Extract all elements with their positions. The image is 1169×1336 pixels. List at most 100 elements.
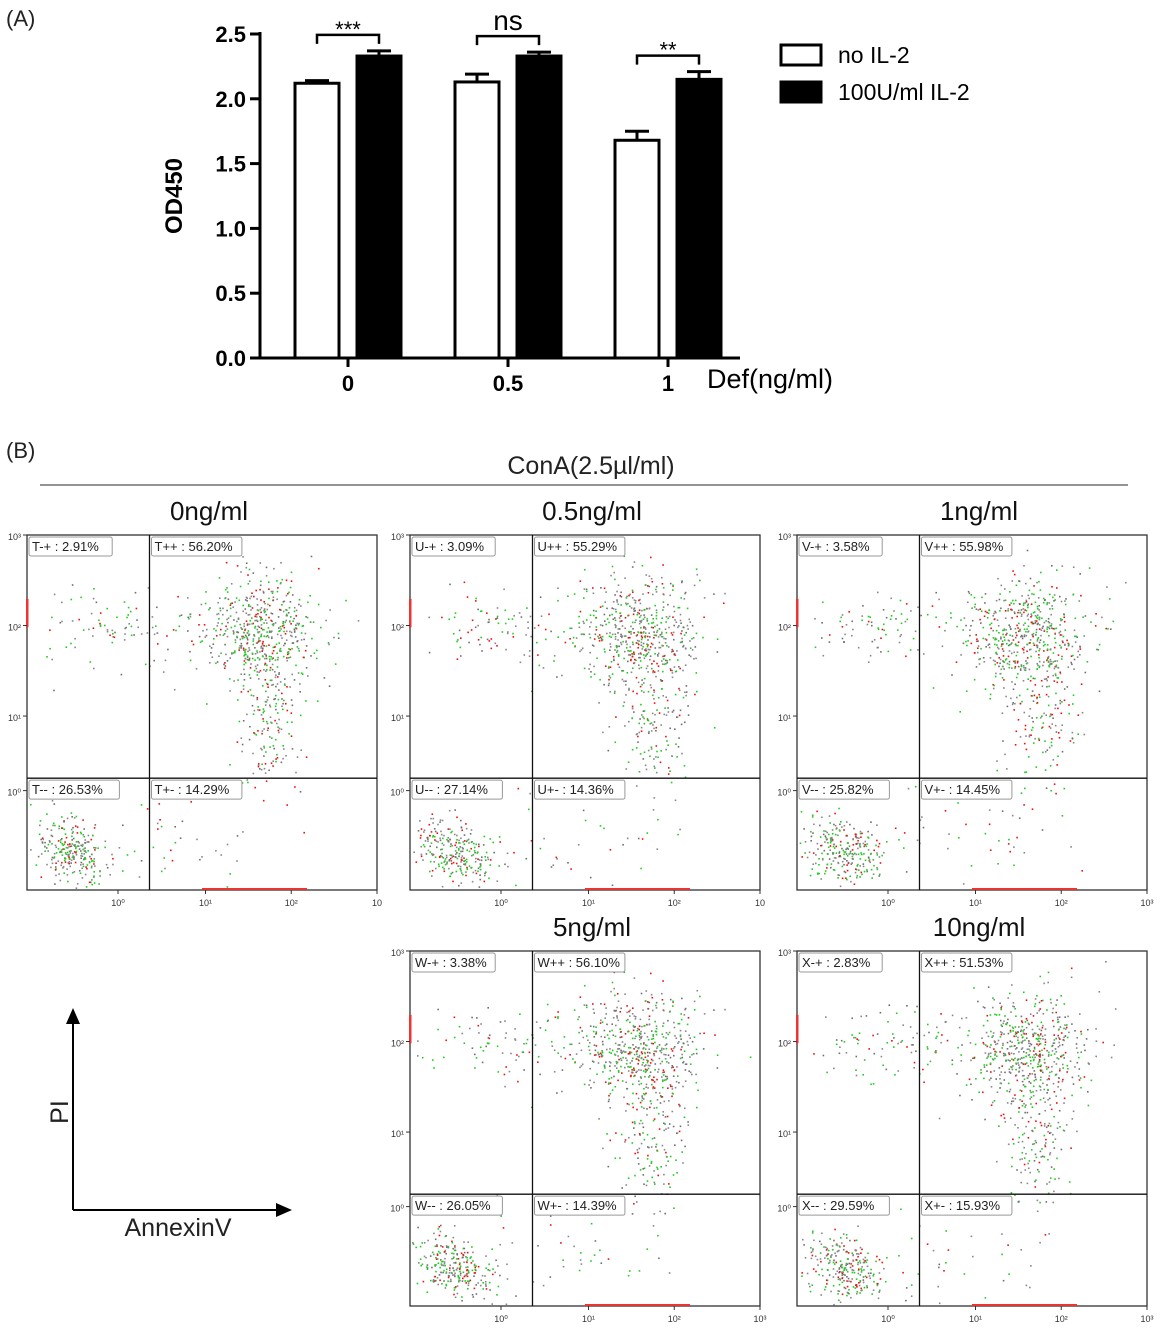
event-dot [835,828,838,830]
event-dot [480,864,482,867]
event-dot [1021,1047,1024,1049]
event-dot [240,691,243,693]
event-dot [960,619,962,621]
event-dot [1034,601,1037,604]
event-dot [1011,580,1014,582]
event-dot [975,608,978,610]
event-dot [67,880,69,883]
event-dot [453,1225,456,1227]
event-dot [1046,602,1049,604]
event-dot [87,850,89,852]
event-dot [277,676,279,678]
event-dot [668,1031,671,1034]
event-dot [1056,1057,1058,1059]
event-dot [1036,646,1039,649]
event-dot [984,1044,987,1046]
event-dot [39,824,41,827]
event-dot [877,627,879,629]
event-dot [482,844,485,846]
event-dot [239,623,241,626]
event-dot [675,621,678,623]
event-dot [1002,633,1004,636]
event-dot [648,1165,651,1167]
event-dot [1038,628,1041,630]
event-dot [1053,1039,1056,1041]
y-tick-label: 10¹ [391,1129,404,1139]
event-dot [662,695,664,697]
event-dot [1038,693,1040,696]
event-dot [263,611,266,614]
event-dot [658,1092,661,1094]
event-dot [218,577,221,579]
event-dot [254,627,256,629]
event-dot [679,667,681,670]
flow-header: ConA(2.5µl/ml) [507,452,674,480]
event-dot [632,653,634,655]
event-dot [620,643,623,646]
event-dot [669,770,671,772]
event-dot [1023,651,1025,654]
event-dot [638,1083,641,1086]
quadrant-ul-label: W-+ : 3.38% [415,955,487,970]
event-dot [481,1061,484,1064]
event-dot [1041,829,1044,831]
event-dot [248,604,250,606]
event-dot [262,640,264,643]
event-dot [695,568,698,570]
event-dot [641,1097,644,1099]
event-dot [594,1240,597,1242]
event-dot [442,866,444,869]
event-dot [678,1081,680,1084]
event-dot [62,848,64,850]
event-dot [1006,642,1008,645]
event-dot [629,1021,631,1024]
event-dot [1012,599,1014,602]
event-dot [634,600,637,602]
event-dot [628,594,630,597]
event-dot [475,1265,477,1267]
event-dot [614,1042,617,1045]
event-dot [590,621,592,624]
event-dot [1070,661,1072,664]
event-dot [1059,702,1062,705]
event-dot [287,651,290,653]
event-dot [70,862,72,864]
event-dot [1029,639,1032,641]
event-dot [282,610,285,613]
event-dot [305,756,308,758]
event-dot [49,841,51,843]
event-dot [434,1238,437,1241]
event-dot [682,1061,684,1064]
event-dot [653,1170,655,1172]
event-dot [467,1241,469,1243]
event-dot [662,670,664,673]
event-dot [844,851,847,853]
event-dot [1011,814,1014,817]
event-dot [685,685,688,687]
event-dot [661,655,664,658]
event-dot [83,828,85,830]
event-dot [422,844,425,846]
event-dot [653,1181,656,1184]
event-dot [91,865,93,868]
event-dot [94,865,96,867]
event-dot [220,652,222,655]
event-dot [457,1274,459,1277]
event-dot [287,652,290,655]
event-dot [995,652,997,655]
event-dot [636,639,639,642]
event-dot [643,677,646,680]
event-dot [605,1013,607,1015]
event-dot [248,634,250,637]
event-dot [572,1058,574,1060]
event-dot [466,1256,468,1259]
event-dot [282,655,285,658]
event-dot [412,1242,414,1244]
event-dot [609,643,612,645]
event-dot [643,1167,646,1170]
event-dot [244,634,247,637]
event-dot [562,1265,565,1268]
event-dot [699,1032,701,1035]
event-dot [473,1263,476,1266]
event-dot [618,628,621,630]
